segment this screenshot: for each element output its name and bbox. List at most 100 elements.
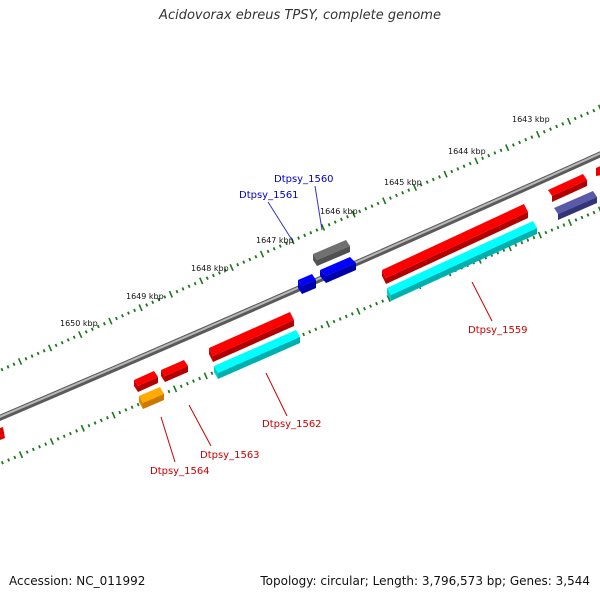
outer-tick [96,324,100,329]
inner-tick [93,421,97,425]
inner-tick [381,299,385,303]
inner-tick [87,423,91,428]
gene-forward-red-right[interactable] [548,174,587,202]
outer-tick [102,322,106,326]
inner-tick [556,225,560,230]
gene-dtpsy-1560[interactable] [313,240,350,266]
gene-label-dtpsy-1559: Dtpsy_1559 [468,325,528,336]
outer-tick [499,148,503,153]
inner-tick [363,306,366,311]
inner-tick [586,213,590,217]
kbp-label-1649: 1649 kbp [126,292,164,301]
outer-tick [217,271,221,275]
outer-tick [450,169,454,174]
inner-tick [68,431,72,436]
inner-tick [314,327,318,331]
outer-tick [573,116,577,121]
inner-tick [185,381,189,386]
outer-tick [309,231,313,235]
gene-left-edge-red[interactable] [0,427,5,442]
gene-dtpsy-1562-cyan[interactable] [214,330,300,379]
kbp-label-1648: 1648 kbp [191,264,229,273]
outer-tick [555,124,559,129]
gene-dtpsy-1563[interactable] [161,360,188,382]
outer-tick [42,349,46,353]
inner-tick [550,228,554,232]
outer-tick [597,104,600,110]
outer-tick [535,130,541,138]
outer-tick [412,183,418,192]
outer-tick [54,343,58,348]
leader-dtpsy-1562 [265,372,288,417]
inner-tick [350,312,354,316]
leader-dtpsy-1563 [188,404,212,447]
outer-tick [549,127,552,131]
inner-tick [118,410,122,415]
gene-dtpsy-1562[interactable] [209,312,294,362]
kbp-label-1650: 1650 kbp [60,319,98,328]
outer-tick [518,140,522,145]
inner-tick [111,411,116,419]
outer-tick [579,114,583,118]
outer-tick [272,247,276,251]
outer-tick [30,354,34,358]
inner-tick [210,371,214,376]
outer-tick [395,193,398,198]
inner-tick [369,304,372,308]
outer-tick [376,201,380,206]
outer-tick [127,311,130,315]
outer-tick [401,191,405,195]
outer-tick [320,223,326,231]
leader-dtpsy-1564 [160,416,176,463]
outer-tick [0,367,4,372]
outer-tick [138,304,143,312]
gene-dtpsy-1559[interactable] [382,204,528,284]
outer-tick [425,180,429,184]
outer-tick [339,217,343,222]
outer-tick [462,164,466,168]
outer-tick [487,153,491,158]
outer-tick [78,331,83,339]
inner-tick [344,314,348,319]
inner-tick [203,372,208,380]
outer-tick [443,170,448,178]
gene-dtpsy-1564[interactable] [139,387,164,409]
outer-tick [592,108,596,113]
inner-tick [325,320,331,328]
inner-tick [0,460,4,465]
outer-tick [108,317,113,325]
gene-dtpsy-1561[interactable] [298,257,356,294]
outer-tick [382,197,387,205]
gene-dtpsy-1559-cyan[interactable] [387,221,537,301]
gene-forward-red-edge[interactable] [596,162,600,176]
inner-tick [532,235,536,240]
outer-tick [242,260,246,264]
outer-tick [364,207,368,211]
inner-tick [7,458,11,462]
kbp-label-1644: 1644 kbp [448,147,486,156]
outer-tick [561,122,565,126]
outer-tick [187,284,191,288]
inner-tick [179,384,183,389]
inner-tick [44,442,48,446]
outer-tick-ring [0,104,600,372]
outer-tick [530,135,534,139]
outer-tick [493,151,497,155]
gene-red-small[interactable] [134,371,158,392]
inner-tick [38,445,41,449]
outer-tick [168,290,174,298]
inner-tick [75,429,79,433]
inner-tick [580,215,584,220]
outer-tick [72,335,76,339]
inner-tick [320,324,324,329]
outer-tick [505,144,510,152]
gene-forward-navy[interactable] [554,191,597,220]
outer-tick [211,273,215,278]
outer-tick [90,327,94,331]
inner-tick [130,405,134,409]
inner-tick [136,402,140,407]
outer-tick [351,210,356,218]
leader-dtpsy-1559 [471,281,493,322]
outer-tick [259,250,265,258]
